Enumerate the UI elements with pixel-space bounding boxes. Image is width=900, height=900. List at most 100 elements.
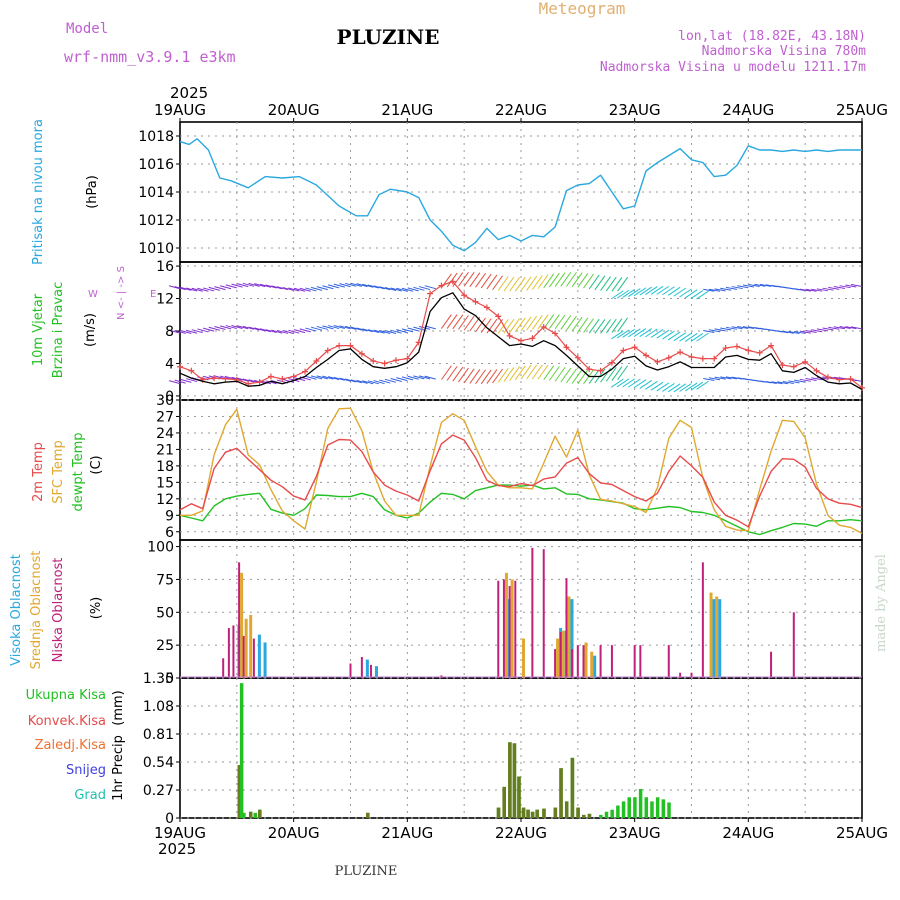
wind-arrow [322, 375, 334, 380]
wind-arrow [362, 380, 374, 385]
precip-conv-bar [237, 765, 242, 818]
wind-arrow [191, 329, 203, 334]
wind-arrow [650, 285, 664, 295]
wind-arrow [282, 329, 294, 334]
wind-arrow [328, 376, 340, 381]
wind-arrow [714, 376, 726, 380]
wind-arrow [310, 375, 323, 380]
wind-arrow [469, 369, 481, 384]
wind-arrow [720, 287, 732, 291]
cloud-mid-bar [567, 596, 571, 678]
wind-arrow [805, 288, 817, 292]
wind-speed-marker [472, 298, 479, 305]
cloud-low-bar [576, 645, 579, 678]
pressure-unit: (hPa) [85, 175, 100, 209]
wind-arrow [514, 276, 526, 292]
cloud-y-tick-label: 75 [156, 572, 174, 588]
wind-arrow [265, 329, 277, 334]
wind-speed-marker [358, 350, 365, 357]
cloud-low-bar [667, 645, 670, 678]
wind-arrow [293, 377, 306, 382]
wind-arrow [777, 330, 789, 334]
model-name: wrf-nmm_v3.9.1 e3km [64, 48, 236, 66]
wind-arrow [407, 327, 419, 332]
wind-arrow [305, 375, 317, 380]
wind-arrow [379, 286, 391, 291]
cloud-low-bar [497, 580, 500, 678]
pressure-y-tick-label: 1012 [138, 213, 174, 229]
temp-y-tick-label: 30 [156, 393, 174, 409]
wind-arrow [656, 285, 670, 295]
wind-speed-marker [836, 376, 843, 383]
precip-y-tick-label: 1.35 [143, 671, 174, 687]
wind-direction-legend: N <- | -> S [116, 266, 127, 320]
x-tick-label-top: 19AUG [154, 101, 206, 119]
wind-arrow [531, 275, 543, 290]
x-tick-label-top: 24AUG [722, 101, 774, 119]
wind-arrow [390, 287, 402, 292]
wind-arrow [667, 286, 681, 296]
cloud-mid-bar [249, 614, 253, 678]
x-tick-label-top: 23AUG [609, 101, 661, 119]
wind-arrow [850, 326, 863, 330]
cloud-mid-bar [715, 596, 719, 678]
precip-conv-bar [576, 807, 580, 818]
wind-arrow [514, 365, 526, 381]
precip-conv-bar [512, 743, 517, 818]
wind-arrow [714, 288, 726, 292]
wind-arrow [679, 383, 692, 392]
wind-speed-marker [324, 347, 331, 354]
wind-arrow [390, 329, 402, 334]
wind-arrow [650, 329, 664, 338]
wind-arrow [845, 284, 857, 288]
precip-conv-bar [564, 801, 569, 818]
wind-speed-marker [733, 343, 740, 350]
precip-conv-bar [542, 808, 546, 818]
wind-arrow [339, 283, 351, 288]
cloud-low-bar [639, 645, 642, 678]
cloud-low-bar [514, 580, 517, 678]
wind-arrow [248, 282, 260, 287]
x-tick-label-top: 20AUG [268, 101, 320, 119]
wind-arrow [271, 329, 283, 334]
wind-arrow [407, 375, 419, 380]
wind-arrow [782, 380, 794, 384]
wind-arrow [703, 330, 715, 334]
wind-arrow [486, 369, 498, 384]
mean-wind-line [179, 292, 863, 390]
wind-speed-marker [415, 339, 422, 346]
wind-speed-marker [756, 349, 763, 356]
wind-speed-marker [654, 358, 661, 365]
wind-arrow [708, 329, 721, 333]
wind-arrow [583, 273, 594, 289]
temp-y-tick-label: 12 [156, 492, 174, 508]
wind-arrow [509, 276, 521, 292]
wind-arrow [639, 286, 652, 296]
wind-arrow [822, 287, 834, 291]
wind-arrow [679, 332, 692, 342]
wind-arrow [639, 328, 652, 337]
x-tick-label-bottom: 20AUG [268, 824, 320, 842]
temp-y-tick-label: 6 [165, 525, 174, 541]
wind-arrow [605, 276, 617, 292]
cloud-low-bar [227, 628, 230, 678]
cloud-low-bar [508, 586, 511, 678]
wind-direction-w: W [88, 289, 98, 300]
x-tick-label-top: 22AUG [495, 101, 547, 119]
cloud-low-bar [232, 625, 235, 678]
x-tick-label-top: 21AUG [381, 101, 433, 119]
wind-arrow [714, 328, 726, 332]
wind-arrow [514, 317, 526, 333]
wind-speed-marker [313, 358, 320, 365]
wind-arrow [174, 379, 186, 384]
wind-arrow [703, 377, 715, 381]
wind-arrow [725, 286, 738, 290]
wind-arrow [282, 378, 294, 383]
wind-speed-marker [699, 355, 706, 362]
precip-conv-bar [258, 809, 262, 818]
wind-arrow [503, 367, 515, 382]
model-label: Model [66, 21, 108, 37]
wind-arrow [497, 367, 509, 383]
wind-arrow [475, 272, 486, 288]
wind-arrow [305, 287, 317, 292]
